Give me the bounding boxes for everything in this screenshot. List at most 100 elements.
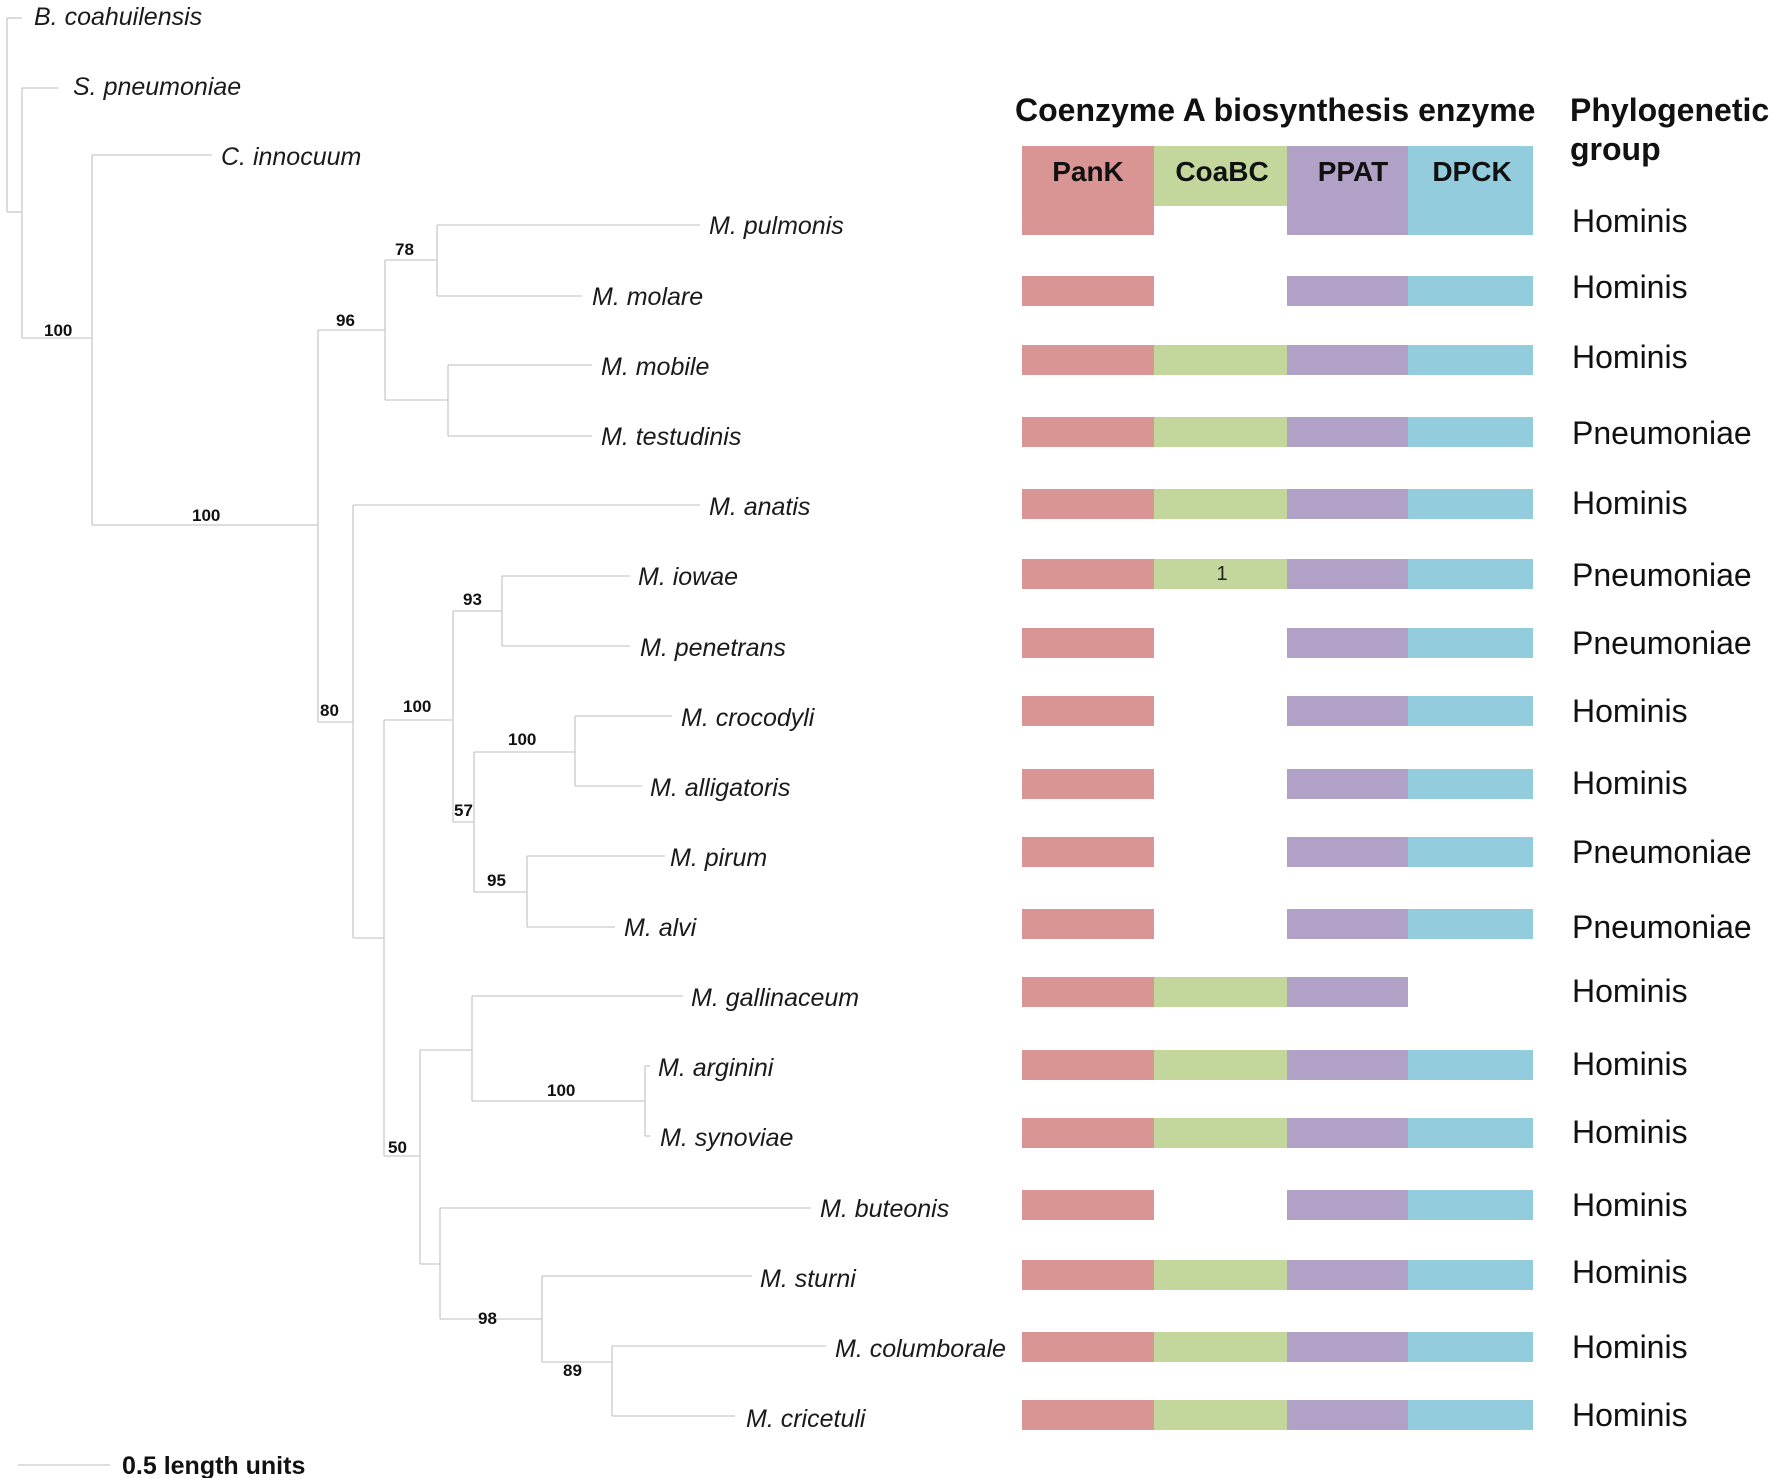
coabc-presence-bar [1154,1118,1287,1148]
dpck-presence-bar [1408,489,1533,519]
pank-presence-bar [1022,1400,1154,1430]
coabc-header-block [1154,146,1287,206]
group-labels: Hominis Hominis Hominis Pneumoniae Homin… [1572,203,1752,1433]
group-label: Pneumoniae [1572,834,1752,870]
pank-presence-bar [1022,1260,1154,1290]
pank-presence-bar [1022,769,1154,799]
group-label: Pneumoniae [1572,415,1752,451]
pank-presence-bar [1022,559,1154,589]
bootstrap-label: 100 [403,697,431,716]
coabc-header: CoaBC [1175,156,1268,187]
group-label: Hominis [1572,269,1688,305]
taxon-label: M. mobile [601,353,709,381]
group-label: Hominis [1572,693,1688,729]
group-label: Hominis [1572,765,1688,801]
dpck-header-block [1408,146,1533,235]
taxon-label: M. cricetuli [746,1405,867,1433]
dpck-presence-bar [1408,1332,1533,1362]
dpck-presence-bar [1408,696,1533,726]
group-label: Hominis [1572,203,1688,239]
taxon-label: M. pulmonis [709,212,844,240]
ppat-presence-bar [1287,837,1408,867]
bootstrap-label: 80 [320,701,339,720]
taxon-label: M. penetrans [640,634,786,662]
coabc-presence-bar [1154,417,1287,447]
ppat-presence-bar [1287,1400,1408,1430]
taxon-label: M. buteonis [820,1195,949,1223]
ppat-header: PPAT [1318,156,1389,187]
pank-presence-bar [1022,628,1154,658]
scale-bar-label: 0.5 length units [122,1452,305,1478]
bootstrap-label: 100 [547,1081,575,1100]
enzyme-presence-bars [1022,276,1533,1430]
group-header-line1: Phylogenetic [1570,92,1769,128]
dpck-presence-bar [1408,1050,1533,1080]
dpck-presence-bar [1408,417,1533,447]
bootstrap-label: 100 [192,506,220,525]
ppat-presence-bar [1287,1332,1408,1362]
bootstrap-label: 95 [487,871,506,890]
coabc-presence-bar [1154,1050,1287,1080]
bootstrap-label: 100 [508,730,536,749]
pank-presence-bar [1022,276,1154,306]
dpck-presence-bar [1408,1118,1533,1148]
pank-presence-bar [1022,1332,1154,1362]
scale-bar: 0.5 length units [18,1452,305,1478]
dpck-presence-bar [1408,909,1533,939]
taxon-label: M. sturni [760,1265,857,1293]
ppat-presence-bar [1287,1190,1408,1220]
pank-presence-bar [1022,696,1154,726]
pank-presence-bar [1022,837,1154,867]
pank-presence-bar [1022,909,1154,939]
ppat-presence-bar [1287,1118,1408,1148]
bootstrap-values: 100 100 96 78 80 100 93 57 100 95 50 100… [44,240,582,1380]
enzyme-header-blocks: PanK CoaBC PPAT DPCK [1022,146,1533,235]
taxon-label: M. molare [592,283,703,311]
dpck-header: DPCK [1432,156,1511,187]
group-label: Hominis [1572,339,1688,375]
tree-branches [6,17,826,1417]
group-label: Pneumoniae [1572,557,1752,593]
taxon-label: B. coahuilensis [34,3,202,31]
group-label: Pneumoniae [1572,625,1752,661]
ppat-presence-bar [1287,1050,1408,1080]
taxon-label: M. columborale [835,1335,1006,1363]
group-label: Hominis [1572,1187,1688,1223]
taxon-label: M. alligatoris [650,774,790,802]
taxon-label: S. pneumoniae [73,73,241,101]
taxon-label: M. iowae [638,563,738,591]
coabc-presence-bar [1154,1332,1287,1362]
ppat-presence-bar [1287,345,1408,375]
pank-presence-bar [1022,1190,1154,1220]
dpck-presence-bar [1408,1260,1533,1290]
pank-header-block [1022,146,1154,235]
taxon-label: M. pirum [670,844,767,872]
ppat-presence-bar [1287,628,1408,658]
pank-presence-bar [1022,1050,1154,1080]
coabc-presence-bar [1154,489,1287,519]
group-header-line2: group [1570,131,1661,167]
ppat-presence-bar [1287,909,1408,939]
taxon-labels: B. coahuilensis S. pneumoniae C. innocuu… [34,3,1006,1433]
dpck-presence-bar [1408,1400,1533,1430]
coabc-presence-bar [1154,977,1287,1007]
group-label: Hominis [1572,1046,1688,1082]
pank-presence-bar [1022,345,1154,375]
dpck-presence-bar [1408,628,1533,658]
pank-presence-bar [1022,1118,1154,1148]
taxon-label: M. crocodyli [681,704,816,732]
group-label: Hominis [1572,1254,1688,1290]
ppat-presence-bar [1287,417,1408,447]
ppat-presence-bar [1287,276,1408,306]
bootstrap-label: 93 [463,590,482,609]
ppat-presence-bar [1287,559,1408,589]
ppat-presence-bar [1287,489,1408,519]
taxon-label: C. innocuum [221,143,361,171]
taxon-label: M. gallinaceum [691,984,859,1012]
taxon-label: M. arginini [658,1054,775,1082]
taxon-label: M. testudinis [601,423,741,451]
bootstrap-label: 100 [44,321,72,340]
coabc-presence-bar [1154,1400,1287,1430]
dpck-presence-bar [1408,345,1533,375]
